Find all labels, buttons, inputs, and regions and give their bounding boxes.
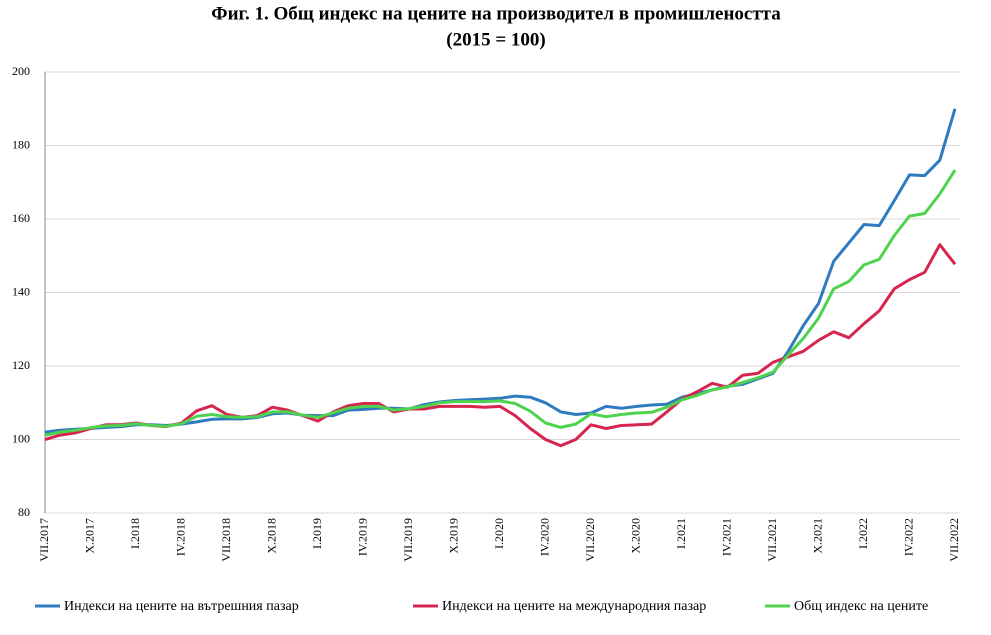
- legend-label: Индекси на цените на международния пазар: [442, 599, 706, 614]
- y-tick-label: 80: [18, 505, 30, 519]
- data-line: [44, 108, 957, 434]
- y-tick-label: 180: [12, 137, 30, 151]
- x-tick-label: I.2020: [492, 518, 506, 549]
- y-tick-label: 140: [12, 284, 30, 298]
- chart-title: Фиг. 1. Общ индекс на цените на производ…: [211, 3, 781, 24]
- data-line: [44, 169, 957, 437]
- x-tick-label: IV.2020: [537, 518, 551, 556]
- x-tick-label: X.2019: [446, 518, 460, 554]
- legend-label: Общ индекс на цените: [794, 599, 928, 614]
- y-tick-label: 160: [12, 211, 30, 225]
- x-tick-label: VII.2019: [401, 518, 415, 562]
- x-tick-label: I.2019: [310, 518, 324, 549]
- x-tick-label: IV.2021: [719, 518, 733, 556]
- chart-subtitle: (2015 = 100): [446, 29, 545, 50]
- x-tick-label: IV.2022: [901, 518, 915, 556]
- x-tick-label: VII.2021: [765, 518, 779, 562]
- x-tick-label: X.2018: [264, 518, 278, 554]
- legend-label: Индекси на цените на вътрешния пазар: [64, 599, 299, 614]
- y-tick-label: 200: [12, 64, 30, 78]
- x-tick-label: X.2021: [810, 518, 824, 554]
- x-tick-label: VII.2022: [947, 518, 961, 562]
- x-tick-label: VII.2018: [219, 518, 233, 562]
- x-tick-label: VII.2017: [37, 518, 51, 562]
- x-tick-label: IV.2018: [173, 518, 187, 556]
- x-tick-label: I.2022: [856, 518, 870, 549]
- x-tick-label: VII.2020: [583, 518, 597, 562]
- x-tick-label: IV.2019: [355, 518, 369, 556]
- y-tick-label: 100: [12, 431, 30, 445]
- x-tick-label: X.2020: [628, 518, 642, 554]
- x-tick-label: X.2017: [82, 518, 96, 554]
- y-tick-label: 120: [12, 358, 30, 372]
- data-line: [44, 243, 957, 448]
- x-tick-label: I.2021: [674, 518, 688, 549]
- x-tick-label: I.2018: [128, 518, 142, 549]
